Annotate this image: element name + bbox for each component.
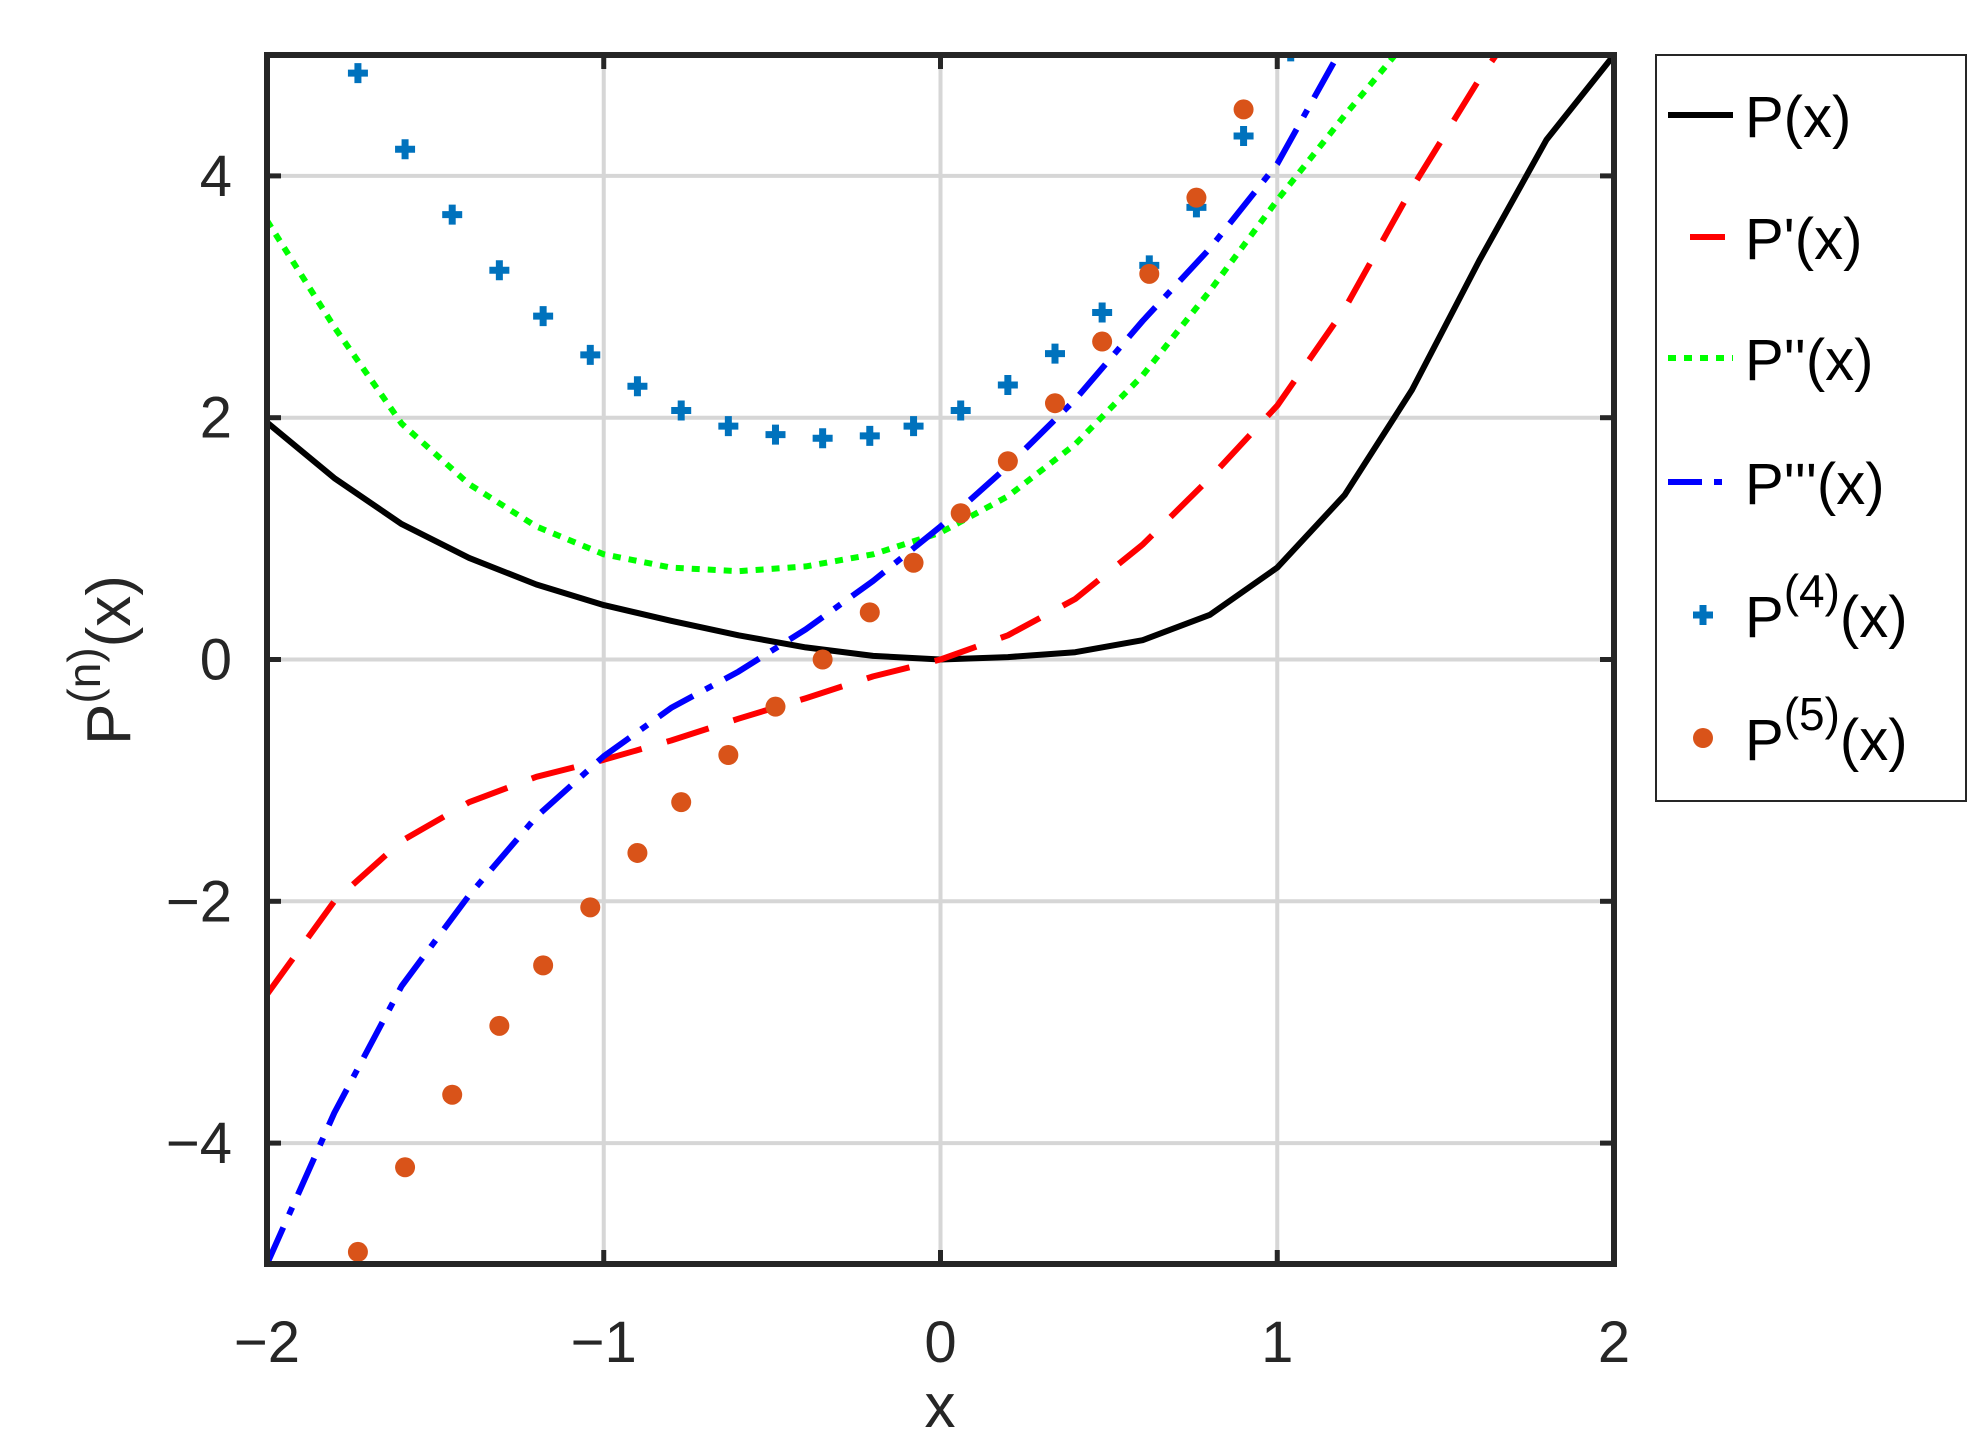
series-6-point xyxy=(1139,263,1160,284)
series-layer xyxy=(267,55,1614,1264)
series-6-point xyxy=(627,842,648,863)
tick-labels: −2 −1 0 1 2 −4 −2 0 2 4 xyxy=(166,144,1630,1375)
series-5-point xyxy=(627,376,648,397)
legend-item: P''(x) xyxy=(1668,328,1873,393)
y-axis-label: P(n)(x) xyxy=(58,575,144,745)
series-4 xyxy=(267,55,1341,1264)
series-5-point xyxy=(1287,55,1295,62)
legend-label: P(5)(x) xyxy=(1745,688,1908,773)
series-5-point xyxy=(997,375,1018,396)
legend-item: P(5)(x) xyxy=(1693,688,1908,773)
series-6-point xyxy=(765,696,786,717)
y-tick-label: 0 xyxy=(200,628,232,693)
y-tick-label: −4 xyxy=(166,1111,232,1176)
legend-item: P'''(x) xyxy=(1668,452,1885,517)
x-tick-label: 1 xyxy=(1261,1310,1293,1375)
series-5-point xyxy=(1044,343,1065,364)
series-2 xyxy=(267,55,1499,997)
legend-label: P'(x) xyxy=(1745,207,1862,272)
legend-label: P(4)(x) xyxy=(1745,565,1908,650)
y-axis-label-sup: (n) xyxy=(58,647,110,703)
series-5-point xyxy=(580,344,601,365)
series-6-point xyxy=(950,503,971,524)
series-6-point xyxy=(395,1157,416,1178)
series-6-point xyxy=(1092,331,1113,352)
series-6-point xyxy=(580,897,601,918)
legend: P(x) P'(x) P''(x) P'''(x) P(4)(x) P(5)(x) xyxy=(1655,54,1967,802)
x-tick-label: −1 xyxy=(571,1310,637,1375)
y-tick-label: −2 xyxy=(166,869,232,934)
legend-item: P(x) xyxy=(1668,85,1851,150)
series-6-point xyxy=(1044,393,1065,414)
x-axis-label: x xyxy=(925,1372,956,1441)
series-4-line xyxy=(267,55,1341,1264)
series-6 xyxy=(347,99,1254,1262)
legend-item: P(4)(x) xyxy=(1693,565,1908,650)
series-3 xyxy=(267,55,1398,575)
y-axis-label-tail: (x) xyxy=(75,575,144,647)
series-5-point xyxy=(859,425,880,446)
x-tick-label: −2 xyxy=(234,1310,300,1375)
series-6-point xyxy=(489,1015,510,1036)
series-6-point xyxy=(442,1084,463,1105)
legend-box xyxy=(1655,54,1967,802)
series-6-point xyxy=(533,955,554,976)
series-5-point xyxy=(903,416,924,437)
series-5 xyxy=(347,55,1295,449)
legend-swatch xyxy=(1693,728,1713,748)
legend-label: P'''(x) xyxy=(1745,452,1885,517)
series-6-point xyxy=(812,649,833,670)
series-5-point xyxy=(395,139,416,160)
series-6-point xyxy=(997,451,1018,472)
series-5-point xyxy=(347,63,368,84)
series-5-point xyxy=(765,424,786,445)
series-5-point xyxy=(950,400,971,421)
series-6-point xyxy=(859,602,880,623)
legend-item: P'(x) xyxy=(1690,207,1862,272)
y-tick-label: 4 xyxy=(200,144,232,209)
series-5-point xyxy=(442,204,463,225)
legend-label: P(x) xyxy=(1745,85,1851,150)
series-5-point xyxy=(812,428,833,449)
series-6-point xyxy=(1186,187,1207,208)
legend-label: P''(x) xyxy=(1745,328,1873,393)
y-tick-label: 2 xyxy=(200,386,232,451)
series-6-point xyxy=(903,552,924,573)
series-5-point xyxy=(1233,126,1254,147)
series-5-point xyxy=(533,306,554,327)
series-2-line xyxy=(267,55,1499,997)
series-5-point xyxy=(489,260,510,281)
series-5-point xyxy=(671,400,692,421)
series-6-point xyxy=(347,1241,368,1262)
legend-items: P(x) P'(x) P''(x) P'''(x) P(4)(x) P(5)(x) xyxy=(1668,85,1908,773)
legend-swatch xyxy=(1693,605,1713,625)
series-6-point xyxy=(1233,99,1254,120)
ticks xyxy=(264,55,1617,1264)
series-6-point xyxy=(671,792,692,813)
series-5-point xyxy=(718,416,739,437)
x-tick-label: 2 xyxy=(1598,1310,1630,1375)
x-tick-label: 0 xyxy=(924,1310,956,1375)
series-5-point xyxy=(1092,302,1113,323)
y-axis-label-base: P xyxy=(75,704,144,745)
series-6-point xyxy=(718,745,739,766)
series-3-line xyxy=(267,55,1398,575)
